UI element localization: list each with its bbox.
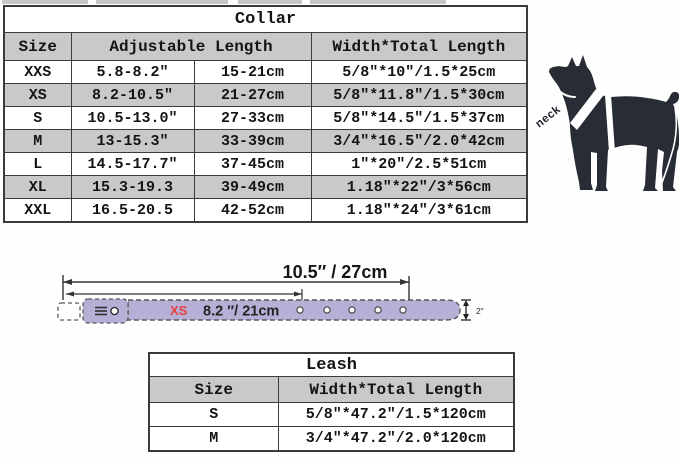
width-total-cell: 1″*20″/2.5*51cm	[310, 152, 528, 176]
leash-row-s: S 5/8″*47.2″/1.5*120cm	[148, 402, 515, 427]
collar-header-adjustable-length: Adjustable Length	[70, 32, 312, 61]
collar-row-xl: XL 15.3-19.3 39-49cm 1.18″*22″/3*56cm	[3, 175, 528, 199]
width-total-cell: 1.18″*24″/3*61cm	[310, 198, 528, 223]
collar-row-m: M 13-15.3″ 33-39cm 3/4″*16.5″/2.0*42cm	[3, 129, 528, 153]
size-cell: XXL	[3, 198, 72, 223]
size-cell: S	[148, 402, 279, 427]
inch-cell: 14.5-17.7″	[70, 152, 195, 176]
leash-header-width-total-length: Width*Total Length	[277, 376, 515, 403]
width-total-cell: 5/8″*10″/1.5*25cm	[310, 60, 528, 84]
width-total-cell: 5/8″*11.8″/1.5*30cm	[310, 83, 528, 107]
leash-table-title: Leash	[148, 352, 515, 377]
neck-label: neck	[535, 103, 563, 130]
leash-size-table: Leash Size Width*Total Length S 5/8″*47.…	[148, 352, 516, 452]
top-artifact-strip	[310, 0, 446, 4]
collar-row-xs: XS 8.2-10.5″ 21-27cm 5/8″*11.8″/1.5*30cm	[3, 83, 528, 107]
dog-silhouette	[549, 55, 679, 191]
collar-strap-size-label: XS	[170, 303, 188, 318]
size-cell: L	[3, 152, 72, 176]
size-cell: M	[3, 129, 72, 153]
collar-buckle-loop	[57, 302, 81, 321]
width-total-cell: 5/8″*14.5″/1.5*37cm	[310, 106, 528, 130]
collar-adjuster-icon	[95, 306, 107, 316]
total-length-dimension-line	[62, 275, 410, 300]
cm-cell: 37-45cm	[193, 152, 312, 176]
dimension-arrowhead	[400, 279, 409, 285]
size-cell: M	[148, 426, 279, 452]
size-cell: XXS	[3, 60, 72, 84]
width-total-cell: 3/4″*16.5″/2.0*42cm	[310, 129, 528, 153]
width-total-cell: 3/4″*47.2″/2.0*120cm	[277, 426, 515, 452]
inch-cell: 10.5-13.0″	[70, 106, 195, 130]
width-total-cell: 1.18″*22″/3*56cm	[310, 175, 528, 199]
cm-cell: 21-27cm	[193, 83, 312, 107]
cm-cell: 39-49cm	[193, 175, 312, 199]
collar-row-l: L 14.5-17.7″ 37-45cm 1″*20″/2.5*51cm	[3, 152, 528, 176]
leash-header-size: Size	[148, 376, 279, 403]
cm-cell: 33-39cm	[193, 129, 312, 153]
collar-row-s: S 10.5-13.0″ 27-33cm 5/8″*14.5″/1.5*37cm	[3, 106, 528, 130]
dog-neck-diagram: neck	[535, 55, 679, 191]
leash-row-m: M 3/4″*47.2″/2.0*120cm	[148, 426, 515, 452]
neck-band-gap	[570, 89, 603, 130]
inch-cell: 16.5-20.5	[70, 198, 195, 223]
collar-total-length-label: 10.5″ / 27cm	[283, 262, 388, 282]
collar-holes	[296, 306, 407, 314]
cm-cell: 27-33cm	[193, 106, 312, 130]
collar-dring-icon	[110, 306, 119, 316]
size-cell: XL	[3, 175, 72, 199]
neck-highlight-line	[556, 88, 576, 98]
hindleg-highlight-line	[658, 106, 678, 191]
size-cell: XS	[3, 83, 72, 107]
shoulder-band-gap	[605, 95, 615, 152]
width-total-cell: 5/8″*47.2″/1.5*120cm	[277, 402, 515, 427]
cm-cell: 42-52cm	[193, 198, 312, 223]
inch-cell: 13-15.3″	[70, 129, 195, 153]
collar-table-title: Collar	[3, 5, 528, 33]
dimension-arrowhead	[463, 300, 469, 306]
collar-width-label: 2″	[476, 306, 484, 316]
top-artifact-strip	[96, 0, 228, 4]
dimension-arrowhead	[63, 279, 72, 285]
top-artifact-strip	[238, 0, 302, 4]
inch-cell: 15.3-19.3	[70, 175, 195, 199]
cm-cell: 15-21cm	[193, 60, 312, 84]
collar-adjustable-point-label: 8.2 ″/ 21cm	[203, 304, 279, 320]
adjustable-length-dimension-line	[66, 289, 303, 300]
collar-size-table: Collar Size Adjustable Length Width*Tota…	[3, 5, 529, 223]
collar-header-width-total-length: Width*Total Length	[310, 32, 528, 61]
collar-strap	[127, 299, 461, 321]
top-artifact-strip	[2, 0, 88, 4]
dimension-arrowhead	[463, 314, 469, 320]
collar-row-xxl: XXL 16.5-20.5 42-52cm 1.18″*24″/3*61cm	[3, 198, 528, 223]
dimension-arrowhead	[294, 291, 302, 297]
collar-header-size: Size	[3, 32, 72, 61]
inch-cell: 8.2-10.5″	[70, 83, 195, 107]
collar-row-xxs: XXS 5.8-8.2″ 15-21cm 5/8″*10″/1.5*25cm	[3, 60, 528, 84]
size-cell: S	[3, 106, 72, 130]
collar-measurement-diagram: 10.5″ / 27cm	[57, 262, 484, 324]
dimension-arrowhead	[66, 291, 74, 297]
inch-cell: 5.8-8.2″	[70, 60, 195, 84]
